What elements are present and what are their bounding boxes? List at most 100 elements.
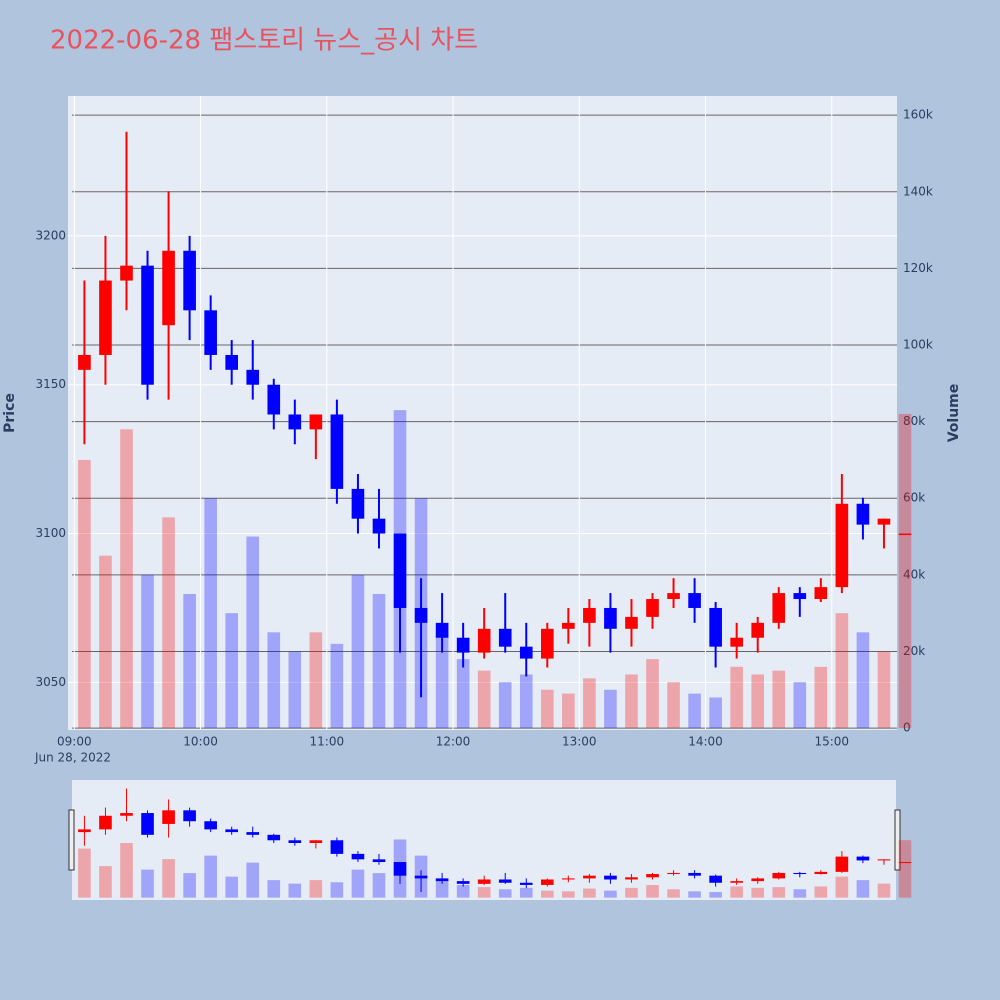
mini-volume-bar	[162, 859, 175, 898]
chart-title: 2022-06-28 팸스토리 뉴스_공시 차트	[50, 26, 478, 56]
y2-tick-label: 120k	[903, 261, 933, 275]
mini-candle-body	[667, 872, 680, 875]
y-tick-label: 3050	[35, 675, 66, 689]
mini-candle-body	[856, 856, 870, 861]
mini-volume-bar	[646, 885, 659, 898]
mini-volume-bar	[456, 885, 470, 898]
candle-body	[309, 414, 323, 430]
mini-candle-body	[583, 875, 596, 879]
candle-body	[372, 518, 386, 534]
volume-bar	[246, 536, 260, 729]
candle-body	[288, 414, 302, 430]
candle-body	[78, 354, 91, 370]
mini-candle-body	[540, 879, 554, 885]
y-tick-label: 3200	[35, 228, 66, 242]
volume-bar	[730, 666, 743, 729]
candle-body	[414, 607, 428, 623]
candle-body	[141, 265, 154, 385]
candle-body	[751, 622, 765, 638]
x-tick-label: 11:00	[310, 735, 345, 749]
mini-candle-body	[456, 881, 470, 884]
volume-bar	[562, 693, 575, 729]
mini-candle-body	[288, 840, 302, 843]
mini-candle-body	[835, 856, 849, 872]
volume-bar	[183, 594, 196, 729]
volume-bar	[540, 689, 554, 729]
mini-candle-body	[99, 815, 112, 830]
mini-volume-bar	[435, 880, 449, 898]
range-handle[interactable]	[894, 809, 901, 871]
mini-volume-bar	[99, 866, 112, 898]
mini-volume-bar	[246, 862, 260, 898]
candle-body	[267, 384, 281, 415]
mini-volume-bar	[898, 840, 912, 898]
volume-bar	[288, 651, 302, 729]
mini-candle-body	[351, 853, 365, 860]
mini-volume-bar	[372, 873, 386, 898]
volume-bar	[772, 670, 786, 729]
volume-bar	[477, 670, 491, 729]
mini-volume-bar	[562, 891, 575, 898]
mini-candle-body	[793, 872, 807, 875]
candle-body	[583, 607, 596, 623]
x-tick-label: 10:00	[183, 735, 218, 749]
y-tick-label: 3150	[35, 377, 66, 391]
volume-bar	[688, 693, 701, 729]
volume-bar	[667, 682, 680, 729]
mini-volume-bar	[625, 887, 638, 898]
volume-bar	[120, 429, 133, 729]
mini-candle-body	[709, 875, 722, 883]
mini-candle-body	[519, 882, 533, 885]
mini-volume-bar	[604, 890, 617, 898]
mini-volume-bar	[78, 848, 91, 898]
candle-body	[856, 503, 870, 525]
mini-volume-bar	[204, 855, 217, 898]
mini-candle-body	[477, 879, 491, 884]
candle-body	[688, 593, 701, 608]
candle-body	[625, 616, 638, 629]
volume-bar	[835, 613, 849, 729]
y-axis-title: Price	[2, 393, 18, 433]
volume-bar	[604, 689, 617, 729]
x-tick-label: 09:00	[57, 735, 92, 749]
candle-body	[162, 250, 175, 326]
y2-tick-label: 60k	[903, 491, 925, 505]
candle-body	[477, 628, 491, 653]
mini-candle-body	[141, 813, 154, 835]
mini-candle-body	[814, 871, 828, 875]
volume-bar	[583, 678, 596, 729]
mini-volume-bar	[709, 892, 722, 898]
mini-volume-bar	[540, 890, 554, 898]
mini-volume-bar	[751, 887, 765, 898]
mini-candle-body	[625, 877, 638, 880]
mini-volume-bar	[519, 887, 533, 898]
volume-bar	[162, 517, 175, 729]
mini-volume-bar	[667, 889, 680, 898]
y2-tick-label: 40k	[903, 567, 925, 581]
mini-candle-body	[162, 810, 175, 824]
mini-volume-bar	[835, 876, 849, 898]
candle-body	[498, 628, 512, 647]
mini-candle-body	[78, 829, 91, 833]
volume-bar	[78, 459, 91, 729]
y2-tick-label: 0	[903, 721, 911, 735]
mini-volume-bar	[793, 889, 807, 898]
mini-volume-bar	[183, 873, 196, 898]
mini-volume-bar	[477, 887, 491, 898]
candle-body	[898, 533, 912, 536]
mini-candle-body	[877, 859, 891, 861]
volume-bar	[309, 632, 323, 729]
mini-candle-body	[772, 872, 786, 879]
candle-body	[540, 628, 554, 659]
volume-bar	[519, 674, 533, 729]
y2-tick-label: 20k	[903, 644, 925, 658]
volume-bar	[99, 555, 112, 729]
candle-body	[183, 250, 196, 311]
candle-body	[393, 533, 407, 608]
candle-body	[435, 622, 449, 638]
candle-body	[667, 593, 680, 600]
range-handle[interactable]	[68, 809, 75, 871]
candle-body	[351, 488, 365, 519]
x-date-label: Jun 28, 2022	[34, 751, 111, 765]
volume-bar	[814, 666, 828, 729]
